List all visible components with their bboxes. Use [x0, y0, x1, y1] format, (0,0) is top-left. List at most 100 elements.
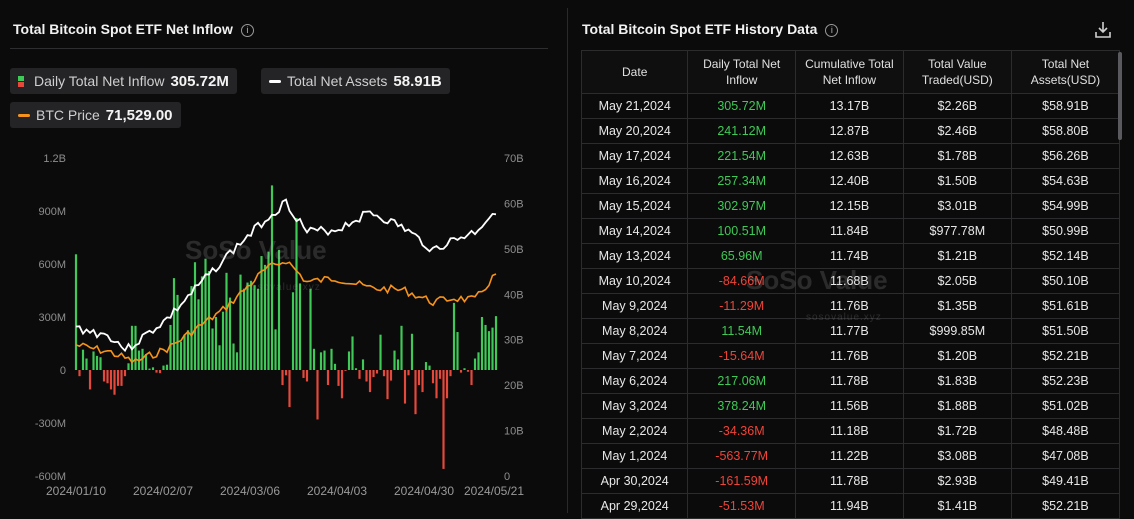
download-icon[interactable]: [1093, 20, 1113, 40]
inflow-bar: [396, 359, 400, 370]
inflow-bar: [211, 328, 214, 370]
table-row[interactable]: May 1,2024 -563.77M 11.22B $3.08B $47.08B: [580, 443, 1121, 469]
legend-label: Daily Total Net Inflow: [34, 73, 165, 89]
table-row[interactable]: May 13,2024 65.96M 11.74B $1.21B $52.14B: [580, 243, 1121, 269]
inflow-bar: [113, 370, 116, 395]
cell-cumulative-inflow: 11.76B: [794, 343, 904, 369]
net-inflow-chart[interactable]: 1.2B 900M 600M 300M 0 -300M -600M 70B 60B 50B 40B 3…: [0, 140, 560, 513]
inflow-bar: [445, 370, 449, 399]
cell-value-traded: $977.78M: [902, 218, 1012, 244]
cell-value-traded: $1.50B: [902, 168, 1012, 194]
legend-daily-inflow[interactable]: Daily Total Net Inflow 305.72M: [10, 68, 237, 94]
inflow-bar: [249, 280, 253, 370]
cell-net-assets: $52.21B: [1010, 343, 1121, 369]
inflow-bar: [88, 370, 92, 390]
cell-net-assets: $50.10B: [1010, 268, 1121, 294]
table-row[interactable]: May 6,2024 217.06M 11.78B $1.83B $52.23B: [580, 368, 1121, 394]
inflow-bar: [417, 370, 421, 386]
y-axis-right-tick-label: 30B: [504, 335, 524, 347]
column-header-value-traded[interactable]: Total Value Traded(USD): [902, 50, 1012, 94]
cell-daily-inflow: 65.96M: [687, 243, 796, 269]
cell-date: May 9,2024: [580, 293, 689, 319]
inflow-bar: [228, 297, 232, 370]
table-row[interactable]: May 8,2024 11.54M 11.77B $999.85M $51.50B: [580, 318, 1121, 344]
legend-label: Total Net Assets: [287, 73, 388, 89]
inflow-bar: [365, 370, 368, 382]
legend-total-net-assets[interactable]: Total Net Assets 58.91B: [261, 68, 450, 94]
cell-cumulative-inflow: 11.74B: [794, 243, 904, 269]
inflow-bar: [95, 355, 99, 370]
inflow-bar: [400, 325, 403, 370]
cell-daily-inflow: -563.77M: [687, 443, 796, 469]
cell-value-traded: $2.26B: [902, 93, 1012, 119]
table-row[interactable]: Apr 29,2024 -51.53M 11.94B $1.41B $52.21B: [580, 493, 1121, 519]
cell-daily-inflow: -84.66M: [687, 268, 796, 294]
column-header-net-assets[interactable]: Total Net Assets(USD): [1010, 50, 1121, 94]
column-header-cumulative-inflow[interactable]: Cumulative Total Net Inflow: [794, 50, 904, 94]
table-row[interactable]: Apr 30,2024 -161.59M 11.78B $2.93B $49.41B: [580, 468, 1121, 494]
cell-daily-inflow: 302.97M: [687, 193, 796, 219]
table-scrollbar[interactable]: [1118, 52, 1122, 140]
inflow-bar: [330, 348, 333, 370]
cell-cumulative-inflow: 11.56B: [794, 393, 904, 419]
inflow-bar: [267, 251, 270, 370]
cell-net-assets: $54.99B: [1010, 193, 1121, 219]
table-row[interactable]: May 7,2024 -15.64M 11.76B $1.20B $52.21B: [580, 343, 1121, 369]
cell-value-traded: $2.46B: [902, 118, 1012, 144]
inflow-bar: [358, 370, 361, 379]
cell-date: Apr 29,2024: [580, 493, 689, 519]
inflow-bar: [109, 370, 113, 390]
inflow-bar: [99, 357, 102, 370]
history-table: Date Daily Total Net Inflow Cumulative T…: [580, 50, 1121, 519]
table-row[interactable]: May 16,2024 257.34M 12.40B $1.50B $54.63B: [580, 168, 1121, 194]
inflow-bar: [484, 324, 487, 370]
cell-cumulative-inflow: 12.40B: [794, 168, 904, 194]
inflow-bar: [253, 285, 256, 370]
info-icon[interactable]: i: [825, 24, 839, 37]
info-icon[interactable]: i: [240, 24, 254, 37]
inflow-bar: [85, 358, 88, 370]
legend-btc-price[interactable]: BTC Price 71,529.00: [10, 102, 181, 128]
y-axis-right-tick-label: 10B: [504, 426, 524, 438]
y-axis-right-tick-label: 20B: [504, 380, 524, 392]
table-row[interactable]: May 20,2024 241.12M 12.87B $2.46B $58.80B: [580, 118, 1121, 144]
legend-label: BTC Price: [36, 107, 100, 123]
table-row[interactable]: May 17,2024 221.54M 12.63B $1.78B $56.26B: [580, 143, 1121, 169]
table-row[interactable]: May 10,2024 -84.66M 11.68B $2.05B $50.10B: [580, 268, 1121, 294]
inflow-bar: [235, 352, 239, 370]
table-row[interactable]: May 3,2024 378.24M 11.56B $1.88B $51.02B: [580, 393, 1121, 419]
column-header-date[interactable]: Date: [580, 50, 689, 94]
cell-date: May 14,2024: [580, 218, 689, 244]
legend-value: 58.91B: [393, 72, 442, 90]
table-row[interactable]: May 2,2024 -34.36M 11.18B $1.72B $48.48B: [580, 418, 1121, 444]
inflow-bar: [165, 364, 169, 370]
cell-net-assets: $54.63B: [1010, 168, 1121, 194]
y-axis-left-tick-label: 0: [60, 365, 66, 377]
cell-net-assets: $50.99B: [1010, 218, 1121, 244]
inflow-bar: [102, 370, 106, 382]
history-data-panel: Total Bitcoin Spot ETF History Data i Dat…: [571, 0, 1134, 519]
inflow-bar: [305, 370, 309, 382]
cell-value-traded: $1.21B: [902, 243, 1012, 269]
inflow-bar: [281, 370, 284, 386]
inflow-bar: [225, 272, 228, 370]
inflow-bar: [193, 262, 197, 370]
cell-cumulative-inflow: 11.22B: [794, 443, 904, 469]
inflow-bar: [116, 370, 120, 386]
table-row[interactable]: May 9,2024 -11.29M 11.76B $1.35B $51.61B: [580, 293, 1121, 319]
table-row[interactable]: May 15,2024 302.97M 12.15B $3.01B $54.99B: [580, 193, 1121, 219]
inflow-bar: [260, 256, 263, 370]
cell-value-traded: $1.72B: [902, 418, 1012, 444]
column-header-daily-inflow[interactable]: Daily Total Net Inflow: [687, 50, 796, 94]
chart-title-text: Total Bitcoin Spot ETF Net Inflow: [13, 21, 233, 37]
legend-value: 305.72M: [170, 72, 229, 90]
cell-date: May 20,2024: [580, 118, 689, 144]
table-row[interactable]: May 14,2024 100.51M 11.84B $977.78M $50.99B: [580, 218, 1121, 244]
inflow-bar: [323, 350, 326, 370]
cell-date: May 15,2024: [580, 193, 689, 219]
table-row[interactable]: May 21,2024 305.72M 13.17B $2.26B $58.91B: [580, 93, 1121, 119]
cell-date: May 21,2024: [580, 93, 689, 119]
y-axis-left-tick-label: -300M: [35, 418, 66, 430]
inflow-bar: [428, 365, 431, 370]
x-axis-tick-label: 2024/01/10: [46, 484, 106, 498]
